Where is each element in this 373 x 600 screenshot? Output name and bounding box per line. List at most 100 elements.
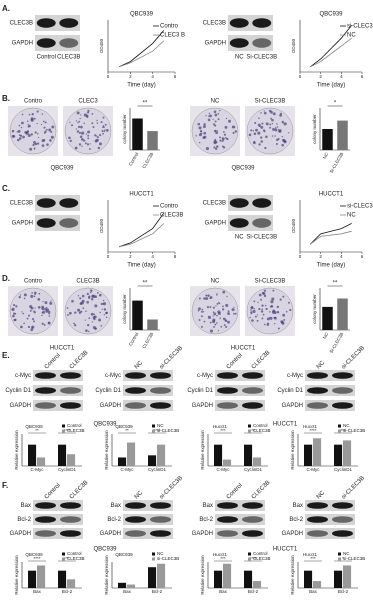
colony	[198, 307, 201, 311]
blot-row	[305, 385, 355, 396]
blot-band	[242, 372, 263, 379]
blot-row-label: GAPDH	[205, 221, 226, 227]
chart-title: QBC939	[319, 12, 343, 18]
colony	[276, 311, 280, 314]
blot-row	[33, 385, 83, 396]
colony	[262, 313, 265, 316]
colony	[274, 128, 278, 132]
bar	[304, 444, 313, 466]
significance: **	[125, 428, 129, 433]
blot-band	[307, 530, 328, 537]
colony	[16, 138, 20, 142]
colony	[103, 130, 106, 133]
y-axis-label: Relative expression	[290, 430, 295, 470]
colony	[270, 111, 273, 114]
chart-title: Hucct1	[303, 424, 318, 429]
legend-swatch	[338, 424, 341, 428]
blot-band	[242, 530, 263, 537]
blot-row-label: CLEC3B	[10, 201, 33, 207]
x-tick-label: Bcl-2	[338, 589, 349, 594]
bar	[37, 565, 46, 588]
colony	[257, 131, 261, 135]
colony	[23, 293, 27, 297]
cell-line: HUCCT1	[50, 346, 75, 352]
legend-label: si-CLEC3B	[343, 556, 365, 561]
x-tick-label: CyclinD1	[244, 467, 263, 472]
bar	[147, 131, 158, 150]
colony	[29, 309, 32, 312]
blot-band	[150, 387, 171, 394]
colony	[281, 120, 284, 124]
y-axis-label: OD450	[99, 38, 104, 53]
chart-title: HUCCT1	[129, 192, 154, 198]
colony	[224, 136, 227, 139]
colony	[214, 323, 217, 326]
colony	[101, 126, 104, 128]
colony	[212, 315, 214, 317]
colony	[209, 297, 212, 300]
colony	[234, 130, 237, 133]
blot-row	[215, 514, 265, 525]
colony	[213, 325, 215, 328]
colony	[233, 312, 235, 315]
blot-row-label: CLEC3B	[203, 21, 226, 27]
colony	[91, 113, 94, 115]
x-tick-label: Bax	[33, 589, 42, 594]
blot-band	[229, 198, 249, 208]
colony	[12, 314, 15, 318]
plate-label: Si-CLEC3B	[255, 279, 286, 285]
chart-title: QBC939	[115, 552, 133, 557]
blot-row-label: Bax	[203, 503, 213, 509]
plate-label: Si-CLEC3B	[255, 99, 286, 105]
colony	[41, 113, 44, 115]
blot-band	[59, 18, 79, 28]
blot-band	[252, 18, 272, 28]
colony	[207, 118, 211, 122]
x-tick-label: 0	[299, 254, 302, 259]
lane-label: NC	[235, 235, 244, 241]
lane-label: Control	[44, 483, 62, 501]
colony	[281, 321, 285, 325]
legend-swatch	[338, 552, 341, 556]
legend-label: NC	[343, 551, 350, 556]
bar	[214, 570, 223, 588]
colony	[21, 311, 23, 313]
blot-row	[33, 500, 83, 511]
colony	[253, 132, 257, 136]
x-axis-label: Time (day)	[127, 263, 155, 269]
colony	[261, 122, 264, 125]
colony	[269, 305, 272, 308]
colony	[227, 310, 230, 313]
blot-band	[125, 502, 146, 509]
blot-row	[123, 528, 173, 539]
colony	[36, 142, 40, 145]
colony	[281, 143, 284, 147]
colony	[225, 303, 229, 307]
bar	[253, 457, 262, 466]
colony	[78, 120, 81, 123]
blot-row-label: c-Myc	[197, 373, 213, 379]
y-axis-label: Relative expression	[104, 555, 109, 595]
blot-band	[229, 218, 249, 228]
blot-band	[150, 516, 171, 523]
colony	[80, 125, 83, 129]
plate-label: CLEC3	[78, 99, 98, 105]
colony	[87, 137, 90, 140]
colony	[258, 125, 261, 127]
x-tick-label: 2	[129, 74, 132, 79]
blot-row	[305, 370, 355, 381]
colony	[31, 113, 34, 116]
significance: *	[342, 556, 344, 561]
colony	[209, 305, 212, 308]
colony	[75, 120, 78, 122]
colony	[221, 140, 224, 142]
colony	[77, 308, 81, 312]
colony	[200, 132, 203, 135]
colony	[86, 111, 90, 114]
colony	[74, 146, 78, 150]
colony	[251, 319, 254, 322]
colony	[48, 128, 52, 132]
colony	[83, 113, 87, 117]
colony	[102, 299, 105, 302]
bar	[223, 459, 232, 466]
